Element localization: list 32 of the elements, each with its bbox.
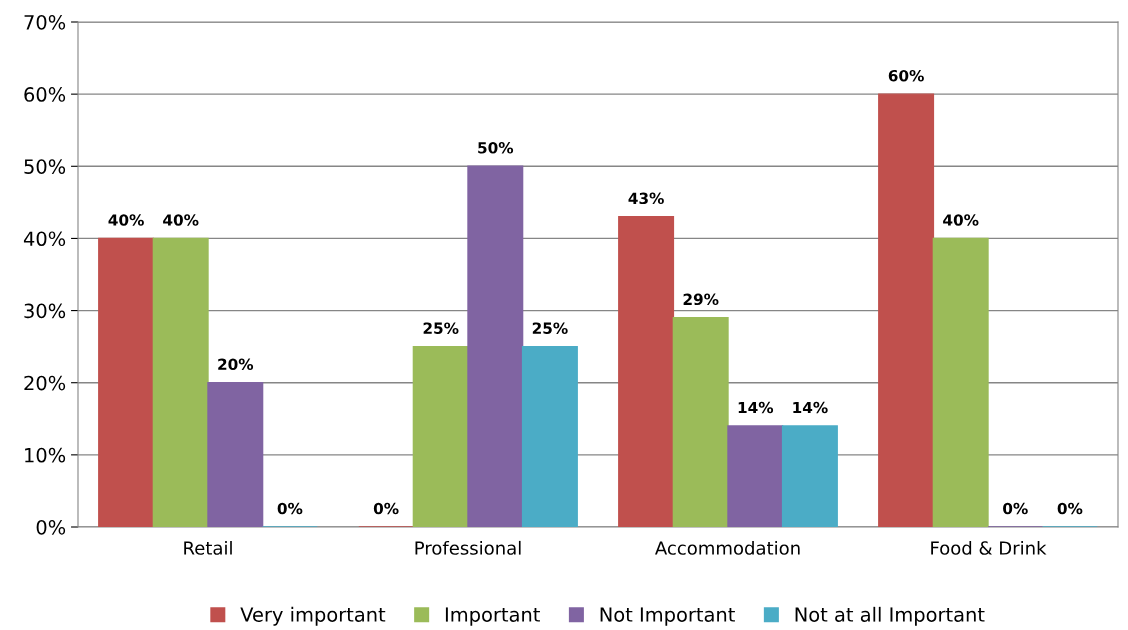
data-label: 40% — [163, 214, 199, 226]
data-label: 14% — [738, 401, 774, 414]
x-tick-label: Food & Drink — [931, 540, 1047, 555]
data-label: 0% — [277, 502, 303, 515]
data-label: 0% — [373, 502, 399, 515]
legend-label: Very important — [240, 606, 386, 626]
y-tick-label: 0% — [36, 519, 66, 535]
data-label: 25% — [532, 322, 568, 334]
data-label: 50% — [478, 142, 514, 154]
x-tick-label: Professional — [415, 540, 521, 555]
y-tick-label: 60% — [24, 87, 66, 102]
y-tick-label: 20% — [24, 375, 66, 391]
x-tick-label: Accommodation — [655, 540, 800, 555]
legend-label: Not at all Important — [795, 606, 985, 626]
data-label: 20% — [218, 358, 254, 371]
data-label: 43% — [628, 192, 664, 205]
legend-label: Not Important — [600, 607, 735, 626]
data-label: 29% — [683, 293, 719, 306]
data-label: 14% — [793, 401, 828, 414]
y-tick-label: 40% — [23, 231, 66, 247]
legend-label: Important — [445, 607, 540, 626]
y-tick-label: 30% — [24, 303, 66, 319]
data-label: 0% — [1057, 502, 1083, 515]
data-label: 0% — [1003, 502, 1028, 515]
data-label: 40% — [943, 214, 979, 226]
data-label: 40% — [108, 214, 144, 226]
data-label: 25% — [423, 322, 459, 334]
data-label: 60% — [888, 69, 924, 82]
y-tick-label: 50% — [24, 159, 66, 174]
x-tick-label: Retail — [184, 540, 232, 555]
y-tick-label: 70% — [24, 14, 66, 30]
y-tick-label: 10% — [25, 447, 66, 463]
